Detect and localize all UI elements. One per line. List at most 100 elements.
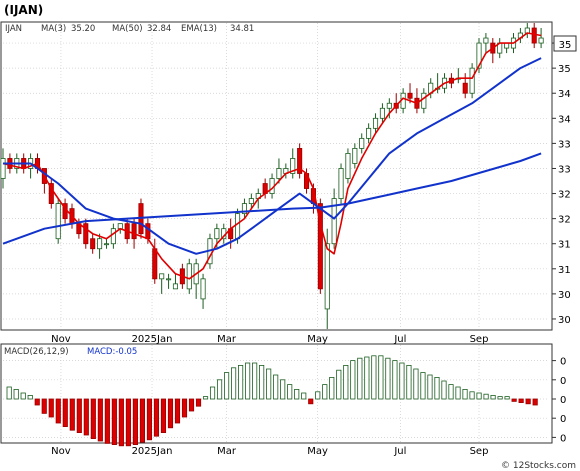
- macd-bar-positive: [273, 374, 279, 400]
- macd-bar-positive: [238, 364, 244, 400]
- candle-down: [317, 203, 323, 290]
- macd-bar-negative: [174, 398, 181, 424]
- macd-bar-negative: [532, 398, 538, 406]
- candle-up: [469, 67, 475, 94]
- macd-bar-positive: [378, 355, 384, 400]
- macd-x-tick-label: Jul: [393, 446, 406, 457]
- macd-bar-negative: [41, 398, 47, 414]
- x-tick-label: Sep: [470, 334, 489, 345]
- candle-down: [48, 183, 54, 204]
- macd-bar-negative: [83, 398, 89, 436]
- macd-bar-negative: [167, 398, 174, 429]
- macd-bar-positive: [504, 396, 510, 400]
- candle-up: [235, 213, 241, 240]
- candle-down: [145, 223, 151, 240]
- macd-bar-negative: [139, 398, 145, 443]
- macd-bar-positive: [322, 384, 328, 400]
- x-tick-label: Mar: [217, 334, 237, 345]
- price-tick-label: 34: [558, 89, 571, 100]
- price-tick-label: 30: [558, 290, 571, 301]
- macd-bar-negative: [511, 398, 517, 402]
- candle-down: [131, 223, 137, 240]
- indicator-lines: [2, 32, 542, 280]
- macd-x-axis-labels: Nov 2025Jan Mar May Jul Sep: [51, 446, 488, 457]
- macd-bar-positive: [357, 357, 363, 400]
- macd-bar-positive: [399, 362, 405, 400]
- macd-bar-negative: [111, 398, 117, 445]
- x-tick-label: Nov: [51, 334, 71, 345]
- candle-up: [0, 158, 6, 179]
- macd-bar-positive: [329, 376, 335, 400]
- macd-bar-positive: [490, 394, 496, 400]
- macd-bar-negative: [55, 398, 61, 424]
- candle-up: [290, 158, 296, 174]
- macd-bar-positive: [364, 356, 370, 400]
- macd-histogram: [6, 355, 538, 447]
- macd-bar-positive: [434, 376, 440, 400]
- macd-bar-negative: [518, 398, 524, 403]
- candle-up: [372, 117, 379, 129]
- x-axis-labels: Nov 2025Jan Mar May Jul Sep: [51, 334, 488, 345]
- macd-bar-positive: [371, 355, 377, 400]
- macd-tick-label: 0: [560, 376, 566, 387]
- macd-bar-negative: [48, 398, 54, 418]
- candle-up: [214, 228, 220, 240]
- legend-symbol: IJAN: [5, 24, 22, 34]
- candle-up: [483, 37, 489, 44]
- macd-bar-negative: [69, 398, 75, 431]
- legend: IJAN MA(3) 35.20 MA(50) 32.84 EMA(13) 34…: [5, 24, 254, 34]
- macd-bar-negative: [146, 398, 153, 441]
- candle-up: [103, 243, 110, 246]
- macd-axis: 0 0 0 0 0: [552, 357, 566, 444]
- price-tick-label: 31: [558, 265, 571, 276]
- macd-bar-positive: [497, 396, 503, 400]
- candle-up: [241, 203, 247, 215]
- macd-x-tick-label: May: [307, 446, 328, 457]
- macd-bar-positive: [266, 368, 272, 400]
- macd-bar-positive: [350, 360, 356, 400]
- candle-down: [531, 27, 537, 44]
- candle-down: [462, 82, 468, 94]
- macd-bar-positive: [252, 362, 258, 400]
- candle-up: [172, 283, 179, 290]
- macd-bar-positive: [392, 360, 398, 400]
- candle-up: [97, 238, 103, 250]
- macd-bar-positive: [259, 364, 265, 400]
- macd-bar-negative: [153, 398, 160, 437]
- candle-up: [338, 168, 344, 199]
- candle-up: [386, 102, 392, 109]
- price-tick-label: 33: [558, 164, 571, 175]
- macd-bar-negative: [90, 398, 96, 439]
- macd-bar-negative: [76, 398, 82, 433]
- macd-bar-positive: [27, 394, 33, 400]
- candle-up: [359, 137, 365, 149]
- candle-up: [159, 273, 165, 280]
- macd-bar-positive: [448, 384, 454, 400]
- candle-up: [276, 168, 282, 179]
- macd-bar-positive: [343, 364, 349, 400]
- candle-down: [152, 248, 158, 280]
- macd-bar-positive: [483, 393, 489, 400]
- macd-bar-negative: [308, 398, 314, 405]
- watermark: © 12Stocks.com: [501, 461, 576, 471]
- candle-up: [379, 107, 385, 119]
- macd-bar-positive: [209, 386, 216, 400]
- candle-up: [476, 42, 482, 69]
- legend-ma50-value: 32.84: [147, 24, 171, 34]
- candle-down: [83, 223, 89, 245]
- candle-up: [324, 243, 330, 310]
- macd-bar-negative: [188, 398, 195, 412]
- ma50-line: [2, 152, 542, 245]
- legend-ma3-label: MA(3): [41, 24, 66, 34]
- price-tick-label: 34: [558, 114, 571, 125]
- macd-bar-negative: [97, 398, 103, 442]
- candlestick-series: [0, 23, 544, 329]
- legend-ma3-value: 35.20: [71, 24, 95, 34]
- candle-down: [297, 148, 303, 174]
- macd-bar-positive: [406, 364, 412, 400]
- macd-bar-negative: [62, 398, 68, 428]
- macd-bar-positive: [20, 392, 26, 400]
- macd-bar-positive: [462, 388, 468, 400]
- price-tick-label: 32: [558, 190, 571, 201]
